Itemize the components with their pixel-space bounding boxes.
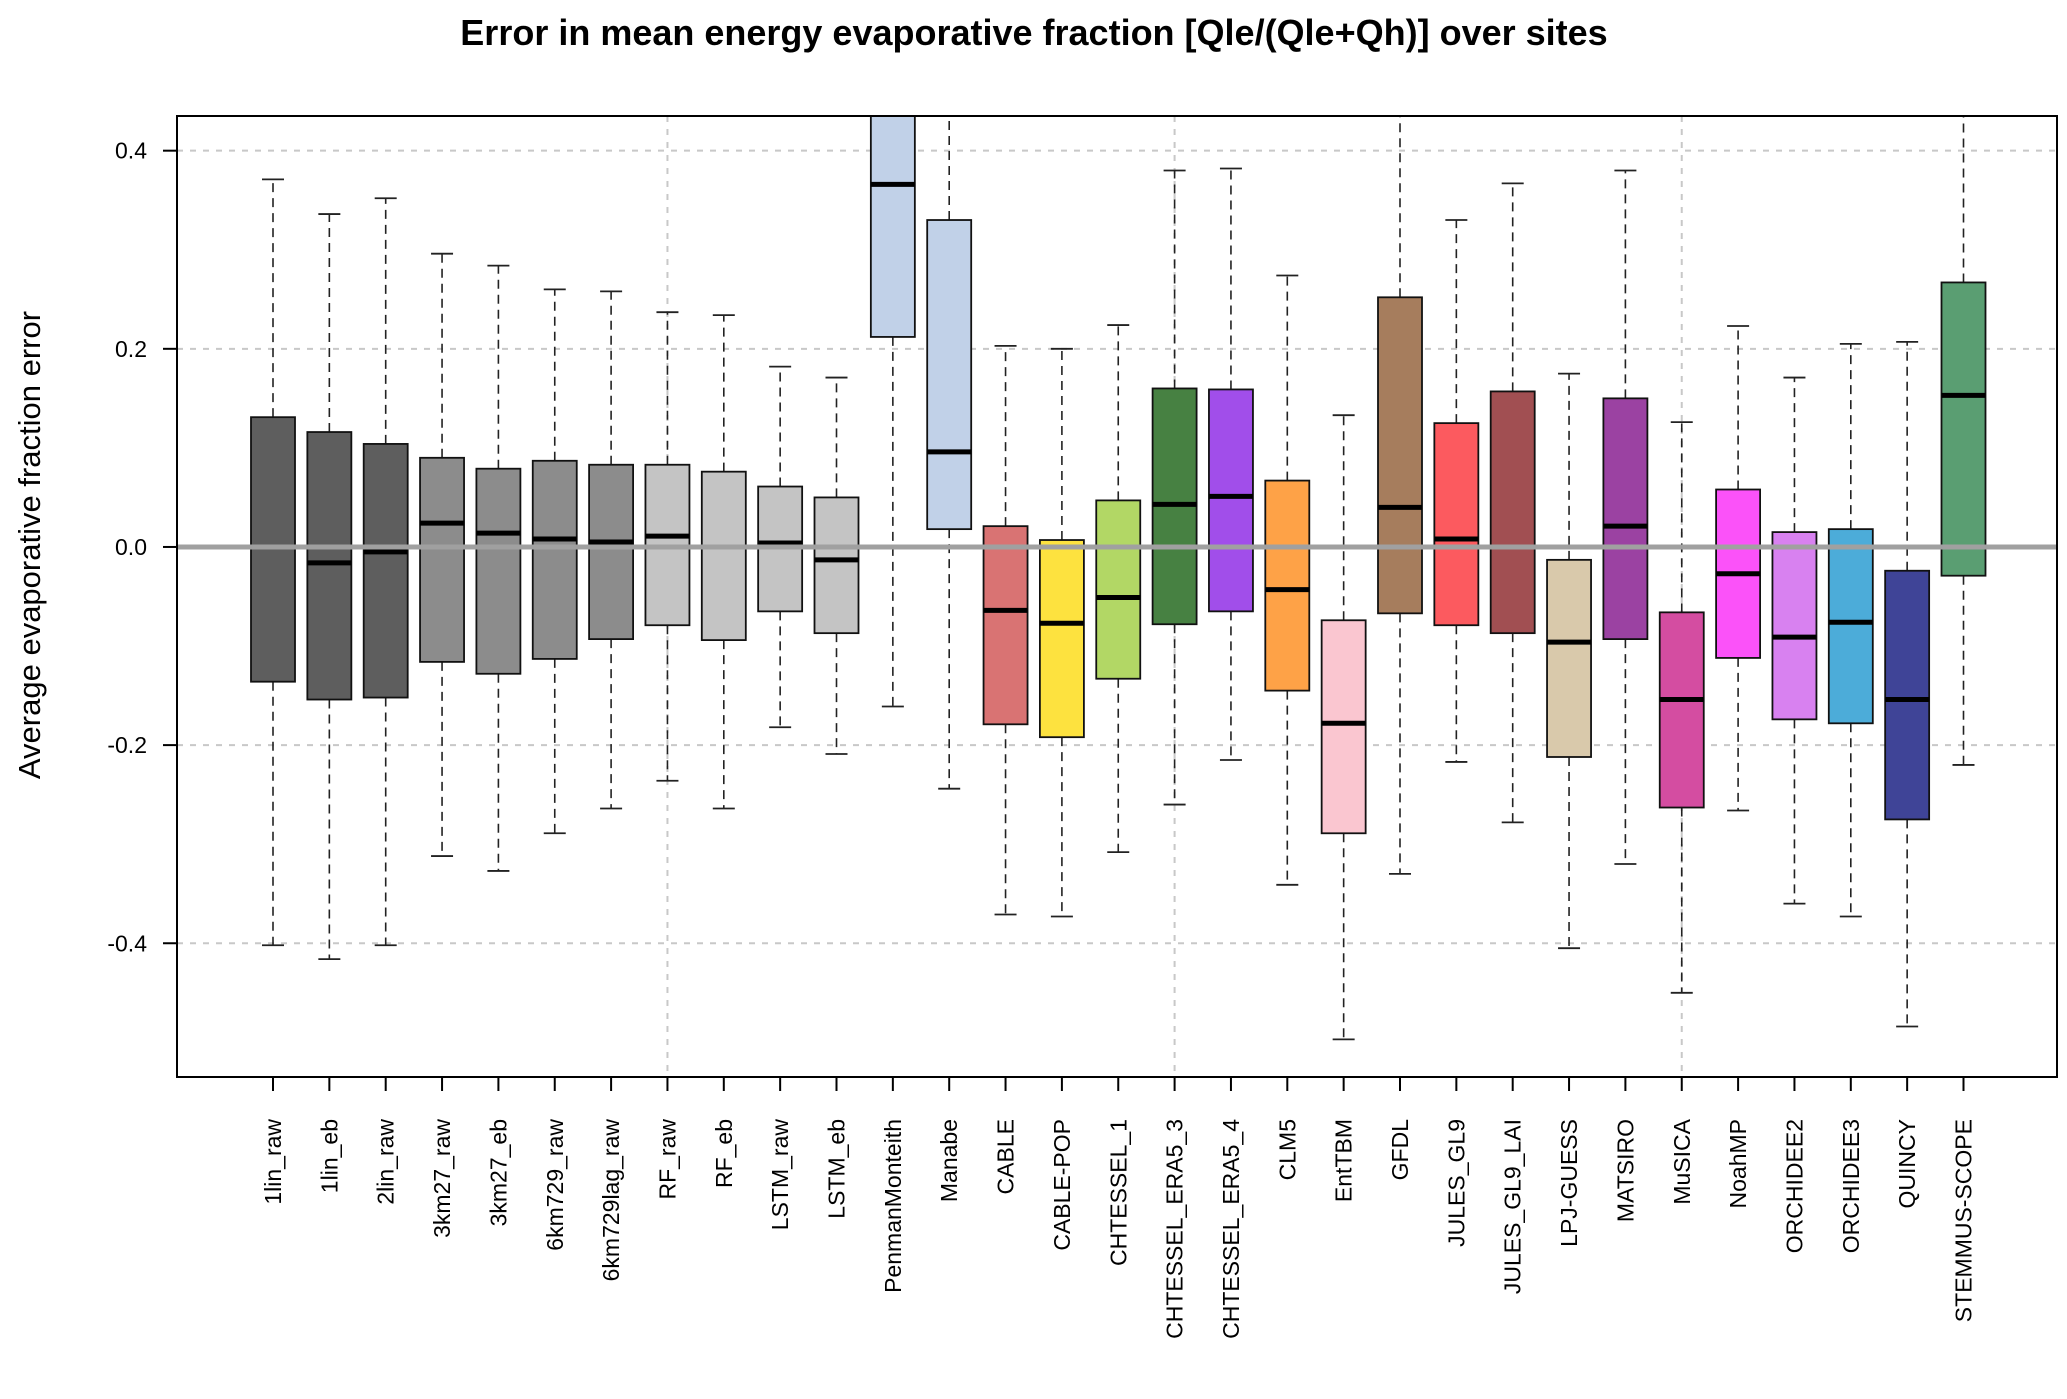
box-lpj-guess — [1546, 372, 1592, 950]
y-tick-label: -0.2 — [107, 732, 147, 758]
box-iqr — [1433, 422, 1480, 627]
box-iqr — [926, 219, 973, 531]
box-orchidee3 — [1827, 342, 1874, 918]
box-jules-gl9-lai — [1489, 182, 1536, 824]
box-chtessel-era5-3 — [1151, 169, 1198, 806]
box-enttbm — [1320, 414, 1367, 1041]
box-noahmp — [1715, 325, 1761, 812]
x-category-label: STEMMUS-SCOPE — [1951, 1119, 1977, 1322]
box-iqr — [1320, 619, 1367, 835]
x-category-label: 6km729lag_raw — [598, 1119, 624, 1282]
box-1lin-raw — [250, 178, 296, 947]
box-chtessel-1 — [1095, 324, 1142, 854]
x-category-label: Manabe — [936, 1119, 962, 1202]
x-category-label: 3km27_raw — [429, 1119, 455, 1238]
box-iqr — [1208, 388, 1254, 613]
x-axis: 1lin_raw 1lin_eb 2lin_raw 3km27_raw 3km27_eb… — [260, 1077, 1977, 1339]
box-iqr — [700, 470, 747, 641]
box-chtessel-era5-4 — [1208, 167, 1254, 761]
x-category-label: PenmanMonteith — [880, 1119, 906, 1293]
box-musica — [1658, 421, 1705, 994]
box-iqr — [362, 443, 409, 699]
x-category-label: LSTM_raw — [767, 1119, 793, 1231]
box-iqr — [531, 459, 578, 660]
box-1lin-eb — [306, 213, 353, 961]
box-2lin-raw — [362, 197, 409, 947]
y-tick-label: 0.2 — [115, 336, 147, 362]
x-category-label: 1lin_raw — [260, 1119, 286, 1205]
box-iqr — [1264, 479, 1311, 692]
x-category-label: GFDL — [1387, 1119, 1413, 1181]
x-category-label: 2lin_raw — [373, 1119, 399, 1205]
box-3km27-raw — [419, 252, 465, 857]
x-category-label: 3km27_eb — [485, 1119, 511, 1226]
box-3km27-eb — [475, 264, 522, 872]
box-iqr — [475, 467, 522, 675]
box-iqr — [1039, 539, 1085, 739]
x-category-label: ORCHIDEE3 — [1838, 1119, 1864, 1253]
box-cable-pop — [1039, 347, 1085, 918]
y-tick-label: -0.4 — [107, 930, 147, 956]
y-axis: 0.4 0.2 0.0 -0.2 -0.4 — [107, 138, 177, 956]
box-iqr — [1377, 296, 1423, 615]
box-rf-eb — [700, 314, 747, 810]
x-category-label: CLM5 — [1274, 1119, 1300, 1180]
box-iqr — [1940, 281, 1987, 577]
box-iqr — [1489, 390, 1536, 635]
box-jules-gl9 — [1433, 219, 1480, 763]
box-iqr — [1546, 558, 1592, 758]
x-category-label: CHTESSEL_1 — [1105, 1119, 1131, 1266]
box-iqr — [1771, 531, 1818, 721]
x-category-label: NoahMP — [1725, 1119, 1751, 1208]
x-category-label: LPJ-GUESS — [1556, 1119, 1582, 1247]
x-category-label: JULES_GL9 — [1443, 1119, 1469, 1247]
x-category-label: EntTBM — [1331, 1119, 1357, 1202]
x-category-label: 1lin_eb — [316, 1119, 342, 1193]
box-iqr — [419, 456, 465, 663]
box-matsiro — [1602, 169, 1649, 865]
x-category-label: MATSIRO — [1612, 1119, 1638, 1222]
boxes-layer — [250, 116, 1987, 1041]
x-category-label: CHTESSEL_ERA5_4 — [1218, 1119, 1244, 1339]
x-category-label: 6km729_raw — [542, 1119, 568, 1251]
box-iqr — [1884, 569, 1931, 821]
box-iqr — [306, 431, 353, 701]
box-iqr — [813, 496, 860, 635]
x-category-label: RF_raw — [654, 1119, 680, 1200]
box-iqr — [1658, 611, 1705, 809]
box-iqr — [1095, 499, 1142, 680]
x-category-label: MuSICA — [1669, 1118, 1695, 1204]
box-quincy — [1884, 340, 1931, 1028]
y-tick-label: 0.4 — [115, 138, 147, 164]
box-6km729-raw — [531, 288, 578, 835]
box-6km729lag-raw — [588, 290, 634, 810]
box-penmanmonteith — [869, 116, 916, 708]
chart-title: Error in mean energy evaporative fractio… — [460, 12, 1607, 53]
plot-frame — [176, 115, 2058, 1078]
y-axis-label: Average evaporative fraction error — [12, 311, 47, 779]
box-iqr — [869, 116, 916, 338]
box-orchidee2 — [1771, 376, 1818, 905]
box-cable — [982, 344, 1029, 916]
y-tick-label: 0.0 — [115, 534, 147, 560]
box-iqr — [982, 525, 1029, 726]
box-stemmus-scope — [1940, 116, 1987, 766]
x-category-label: CHTESSEL_ERA5_3 — [1162, 1119, 1188, 1339]
x-category-label: LSTM_eb — [824, 1119, 850, 1219]
box-lstm-eb — [813, 376, 860, 755]
box-manabe — [926, 116, 973, 790]
x-category-label: QUINCY — [1894, 1119, 1920, 1208]
box-iqr — [1602, 397, 1649, 641]
x-category-label: JULES_GL9_LAI — [1500, 1119, 1526, 1294]
box-gfdl — [1377, 116, 1423, 875]
x-category-label: CABLE — [993, 1119, 1019, 1194]
box-clm5 — [1264, 274, 1311, 886]
box-iqr — [588, 463, 634, 641]
x-category-label: CABLE-POP — [1049, 1119, 1075, 1251]
x-category-label: ORCHIDEE2 — [1781, 1119, 1807, 1253]
x-category-label: RF_eb — [711, 1119, 737, 1188]
box-iqr — [1827, 528, 1874, 725]
